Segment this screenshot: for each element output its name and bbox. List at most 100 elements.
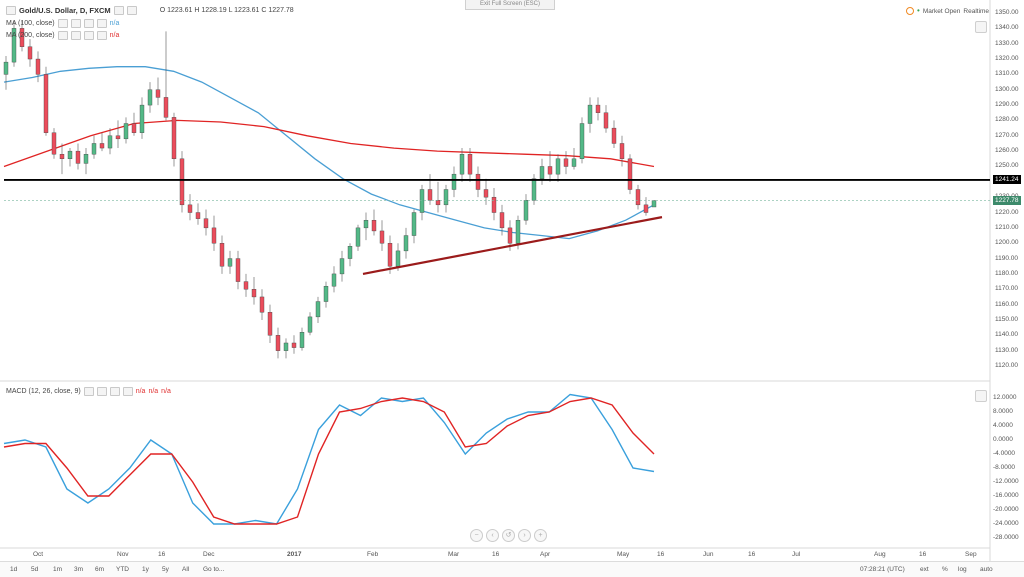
candle — [419, 184, 425, 221]
candle — [387, 235, 393, 274]
range-ytd[interactable]: YTD — [116, 566, 129, 573]
candle — [235, 250, 241, 290]
exit-fullscreen-button[interactable]: Exit Full Screen (ESC) — [465, 0, 555, 10]
candle — [635, 184, 641, 210]
price-tick-label: 1330.00 — [995, 39, 1019, 47]
macd-tick-label: -20.0000 — [993, 506, 1019, 513]
reset-icon[interactable]: ↺ — [502, 529, 515, 542]
clock-icon — [906, 7, 914, 15]
range-3m[interactable]: 3m — [74, 566, 84, 573]
range-5d[interactable]: 5d — [31, 566, 39, 573]
close-icon[interactable] — [83, 19, 94, 28]
settings-icon[interactable] — [70, 31, 81, 40]
realtime-text: Realtime — [963, 7, 990, 15]
support-trendline[interactable] — [362, 216, 663, 275]
macd-value: n/a — [135, 388, 146, 395]
settings-icon[interactable] — [96, 387, 107, 396]
range-1y[interactable]: 1y — [142, 566, 149, 573]
macd-tick-label: 0.0000 — [993, 436, 1013, 443]
status-dot-icon: • — [917, 6, 920, 15]
candle — [547, 151, 553, 182]
ext-toggle[interactable]: ext — [920, 566, 929, 573]
price-tick-label: 1210.00 — [995, 223, 1019, 231]
price-tick-label: 1260.00 — [995, 147, 1019, 155]
candle — [163, 31, 169, 121]
settings-icon[interactable] — [70, 19, 81, 28]
zoom-in-icon[interactable]: + — [534, 529, 547, 542]
candle — [595, 97, 601, 121]
price-tick-label: 1200.00 — [995, 239, 1019, 247]
candle — [115, 120, 121, 149]
candle — [187, 194, 193, 221]
macd-tick-label: -28.0000 — [993, 534, 1019, 541]
scale-toggle-button[interactable] — [975, 21, 987, 33]
eye-icon[interactable] — [57, 31, 68, 40]
collapse-icon[interactable] — [6, 6, 16, 15]
ma100-label: MA (100, close) — [6, 20, 55, 27]
ma100-value: n/a — [109, 20, 120, 27]
percent-toggle[interactable]: % — [942, 566, 948, 573]
candle — [459, 148, 465, 182]
more-icon[interactable] — [96, 31, 107, 40]
close-icon[interactable] — [83, 31, 94, 40]
eye-icon[interactable] — [57, 19, 68, 28]
last-price-tag: 1227.78 — [993, 196, 1021, 206]
settings-icon[interactable] — [126, 6, 137, 15]
candle — [219, 235, 225, 274]
candle — [571, 148, 577, 170]
candle — [403, 227, 409, 259]
ma200-label: MA (200, close) — [6, 32, 55, 39]
range-all[interactable]: All — [182, 566, 190, 573]
more-icon[interactable] — [122, 387, 133, 396]
candle — [179, 151, 185, 213]
ma200-legend[interactable]: MA (200, close) n/a — [6, 31, 119, 40]
close-icon[interactable] — [109, 387, 120, 396]
price-tick-label: 1160.00 — [995, 300, 1019, 308]
scroll-right-icon[interactable]: › — [518, 529, 531, 542]
candle — [587, 97, 593, 133]
macd-tick-label: -16.0000 — [993, 492, 1019, 499]
ma100-legend[interactable]: MA (100, close) n/a — [6, 19, 119, 28]
candle — [147, 82, 153, 113]
range-5y[interactable]: 5y — [162, 566, 169, 573]
zoom-out-icon[interactable]: − — [470, 529, 483, 542]
candle — [379, 220, 385, 251]
scroll-left-icon[interactable]: ‹ — [486, 529, 499, 542]
candle — [363, 212, 369, 241]
price-tick-label: 1220.00 — [995, 208, 1019, 216]
candle — [651, 199, 657, 208]
candle — [331, 266, 337, 293]
candle — [91, 135, 97, 159]
candle — [267, 304, 273, 343]
price-tick-label: 1190.00 — [995, 254, 1019, 262]
range-6m[interactable]: 6m — [95, 566, 105, 573]
range-1m[interactable]: 1m — [53, 566, 63, 573]
ma200-path — [3, 119, 655, 168]
ma200-value: n/a — [109, 32, 120, 39]
candle — [123, 117, 129, 144]
macd-legend[interactable]: MACD (12, 26, close, 9) n/a n/a n/a — [6, 387, 171, 396]
candle — [283, 338, 289, 359]
macd-scale-toggle-button[interactable] — [975, 390, 987, 402]
goto-button[interactable]: Go to... — [203, 566, 225, 573]
macd-tick-label: 8.0000 — [993, 408, 1013, 415]
macd-tick-label: -12.0000 — [993, 478, 1019, 485]
candles — [3, 20, 657, 359]
candle — [467, 148, 473, 182]
candle — [27, 39, 33, 67]
eye-icon[interactable] — [83, 387, 94, 396]
ohlc-values: O 1223.61 H 1228.19 L 1223.61 C 1227.78 — [159, 7, 294, 14]
price-tick-label: 1270.00 — [995, 131, 1019, 139]
price-tick-label: 1290.00 — [995, 101, 1019, 109]
macd-tick-label: 4.0000 — [993, 422, 1013, 429]
time-tick-label: Oct — [33, 551, 44, 558]
range-1d[interactable]: 1d — [10, 566, 18, 573]
time-tick-label: Mar — [448, 551, 460, 558]
auto-toggle[interactable]: auto — [980, 566, 993, 573]
ma200-line — [3, 119, 655, 168]
more-icon[interactable] — [96, 19, 107, 28]
log-toggle[interactable]: log — [958, 566, 967, 573]
eye-icon[interactable] — [113, 6, 124, 15]
price-tick-label: 1250.00 — [995, 162, 1019, 170]
